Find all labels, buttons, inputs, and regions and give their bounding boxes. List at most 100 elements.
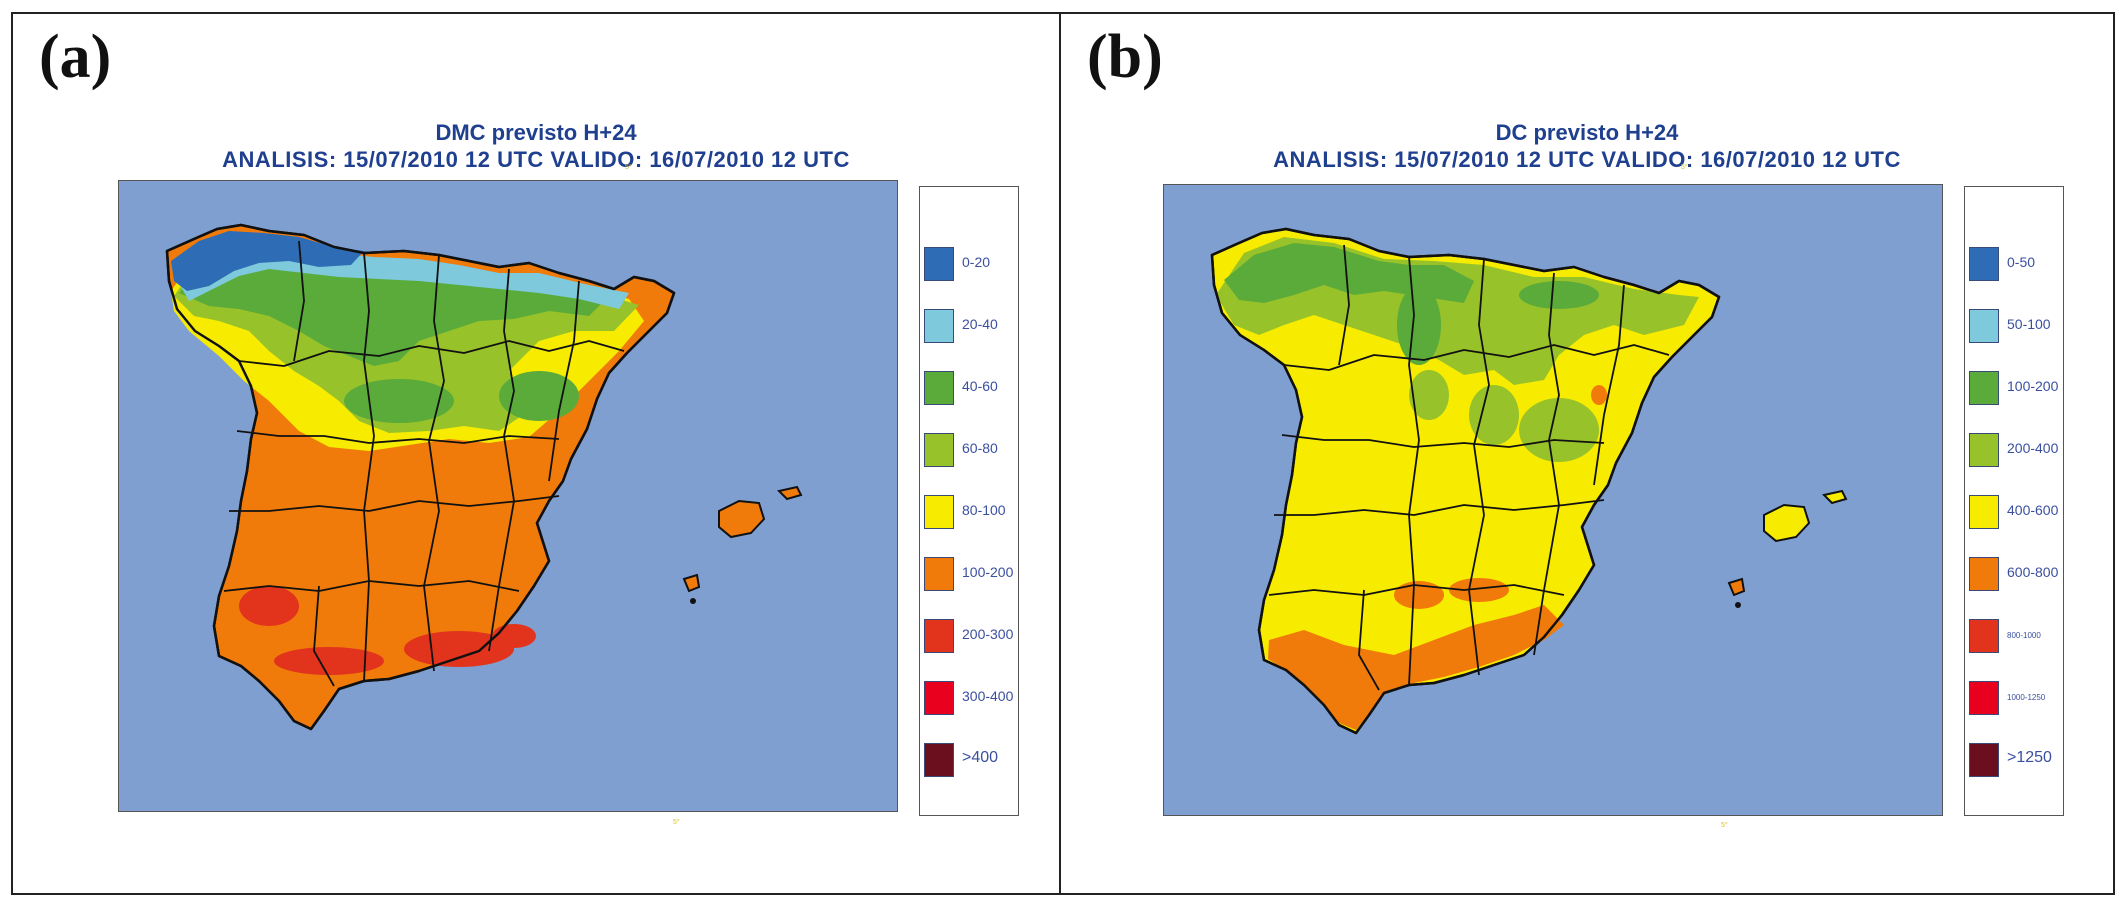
legend-item: 1000-1250 — [1965, 681, 2063, 741]
legend-swatch — [1969, 433, 1999, 467]
dc-legend: 0-50 50-100 100-200 200-400 400-600 600-… — [1964, 186, 2064, 816]
legend-item: 0-50 — [1965, 247, 2063, 307]
legend-item: >1250 — [1965, 743, 2063, 803]
legend-label: >400 — [962, 749, 999, 766]
zone-40-60 — [179, 245, 604, 366]
balearic-formentera — [690, 598, 696, 604]
map-title-line2: ANALISIS: 15/07/2010 12 UTC VALIDO: 16/0… — [222, 147, 850, 172]
balearic-menorca — [1822, 489, 1848, 505]
dmc-map — [118, 180, 898, 812]
legend-label: 600-800 — [2007, 564, 2059, 580]
legend-label: 100-200 — [962, 564, 1014, 580]
panel-b: (b) DC previsto H+24 ANALISIS: 15/07/201… — [1059, 12, 2115, 895]
legend-swatch — [924, 247, 954, 281]
legend-item: 20-40 — [920, 309, 1018, 369]
balearic-mallorca — [1763, 503, 1811, 543]
zone-100-200-patch — [1397, 285, 1441, 365]
legend-item: 300-400 — [920, 681, 1018, 741]
panel-label: (a) — [39, 23, 112, 91]
legend-swatch — [924, 433, 954, 467]
legend-label: >1250 — [2007, 749, 2052, 766]
legend-swatch — [1969, 247, 1999, 281]
zone-200-300-patch — [274, 647, 384, 675]
legend-item: 600-800 — [1965, 557, 2063, 617]
legend-item: 0-20 — [920, 247, 1018, 307]
zone-200-400-patch — [1519, 398, 1599, 462]
legend-swatch — [924, 743, 954, 777]
legend-item: 80-100 — [920, 495, 1018, 555]
map-title-line2: ANALISIS: 15/07/2010 12 UTC VALIDO: 16/0… — [1273, 147, 1901, 172]
legend-label: 0-50 — [2007, 254, 2036, 270]
legend-swatch — [924, 495, 954, 529]
zone-100-200-patch — [1519, 281, 1599, 309]
legend-label: 40-60 — [962, 378, 998, 394]
legend-label: 200-400 — [2007, 440, 2059, 456]
zone-0-20 — [171, 231, 364, 291]
zone-600-800-patch — [1449, 578, 1509, 602]
province-borders — [1268, 244, 1670, 691]
legend-swatch — [1969, 557, 1999, 591]
legend-item: 100-200 — [920, 557, 1018, 617]
legend-swatch — [924, 681, 954, 715]
legend-item: 60-80 — [920, 433, 1018, 493]
legend-swatch — [924, 371, 954, 405]
legend-swatch — [1969, 681, 1999, 715]
legend-swatch — [1969, 495, 1999, 529]
map-graphic — [1210, 227, 1848, 735]
balearic-formentera — [1735, 602, 1741, 608]
bottom-longitude-tick: 5° — [673, 819, 680, 826]
top-longitude-tick: 5° — [1681, 164, 1688, 171]
balearic-ibiza — [1727, 577, 1746, 597]
zone-200-400-patch — [1409, 370, 1449, 420]
legend-label: 300-400 — [962, 688, 1014, 704]
iberia-coastline — [1210, 227, 1721, 735]
map-title-line1: DC previsto H+24 — [1495, 120, 1679, 145]
legend-label: 1000-1250 — [2007, 693, 2046, 702]
legend-swatch — [924, 619, 954, 653]
legend-item: 400-600 — [1965, 495, 2063, 555]
legend-item: 50-100 — [1965, 309, 2063, 369]
legend-swatch — [1969, 371, 1999, 405]
legend-label: 200-300 — [962, 626, 1014, 642]
balearic-mallorca — [718, 499, 766, 539]
legend-label: 0-20 — [962, 254, 991, 270]
map-graphic — [165, 223, 803, 731]
zone-40-60-patch — [344, 379, 454, 423]
legend-label: 60-80 — [962, 440, 998, 456]
zone-200-300-patch — [492, 624, 536, 648]
zone-600-800-patch — [1591, 385, 1607, 405]
legend-label: 100-200 — [2007, 378, 2059, 394]
legend-item: 40-60 — [920, 371, 1018, 431]
province-borders — [223, 240, 625, 687]
legend-swatch — [924, 557, 954, 591]
map-title: DC previsto H+24 ANALISIS: 15/07/2010 12… — [1181, 119, 1993, 173]
legend-label: 400-600 — [2007, 502, 2059, 518]
bottom-longitude-tick: 5° — [1721, 822, 1728, 829]
legend-item: 200-400 — [1965, 433, 2063, 493]
top-longitude-tick: 5° — [625, 164, 632, 171]
zone-200-300-patch — [404, 631, 514, 667]
legend-swatch — [1969, 619, 1999, 653]
dmc-legend: 0-20 20-40 40-60 60-80 80-100 100-200 — [919, 186, 1019, 816]
zone-600-800 — [1268, 605, 1564, 730]
zone-600-800-patch — [1394, 581, 1444, 609]
panel-label: (b) — [1087, 23, 1163, 91]
iberia-coastline — [165, 223, 676, 731]
legend-item: 800-1000 — [1965, 619, 2063, 679]
legend-item: 200-300 — [920, 619, 1018, 679]
legend-label: 800-1000 — [2007, 631, 2041, 640]
legend-label: 80-100 — [962, 502, 1006, 518]
panel-a: (a) DMC previsto H+24 ANALISIS: 15/07/20… — [11, 12, 1061, 895]
zone-40-60-patch — [499, 371, 579, 421]
legend-item: >400 — [920, 743, 1018, 803]
map-title-line1: DMC previsto H+24 — [435, 120, 637, 145]
legend-item: 100-200 — [1965, 371, 2063, 431]
dc-map — [1163, 184, 1943, 816]
legend-label: 20-40 — [962, 316, 998, 332]
zone-200-300-patch — [239, 586, 299, 626]
map-title: DMC previsto H+24 ANALISIS: 15/07/2010 1… — [133, 119, 939, 173]
legend-swatch — [1969, 309, 1999, 343]
legend-label: 50-100 — [2007, 316, 2051, 332]
balearic-menorca — [777, 485, 803, 501]
